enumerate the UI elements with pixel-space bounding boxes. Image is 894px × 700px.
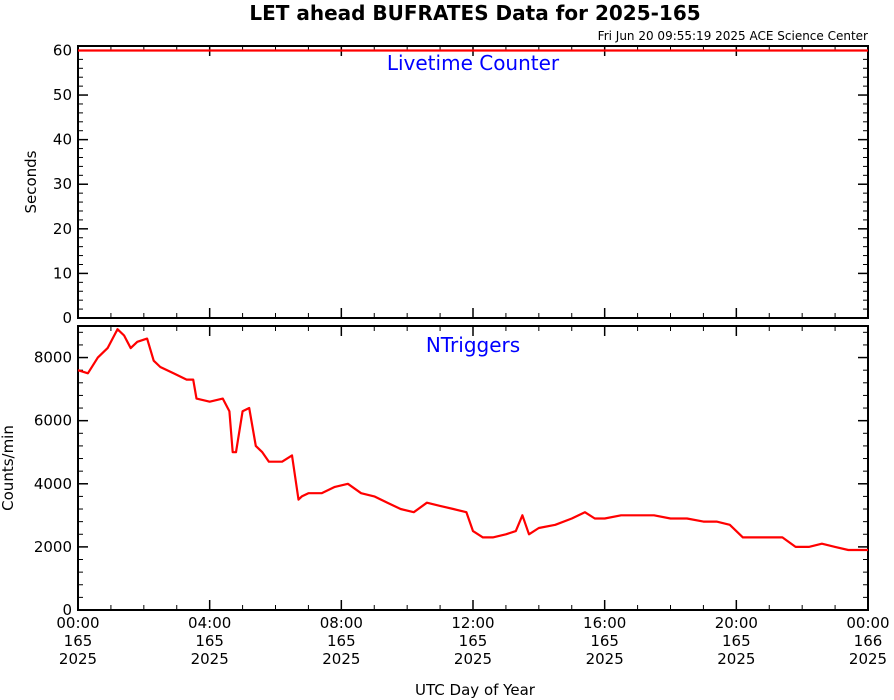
ntriggers-y-tick-label: 6000 xyxy=(34,412,72,430)
livetime-y-tick-label: 30 xyxy=(53,175,72,193)
ntriggers-y-axis-label: Counts/min xyxy=(0,425,17,511)
x-tick-time-label: 00:00 xyxy=(846,614,889,632)
livetime-y-tick-label: 60 xyxy=(53,41,72,59)
livetime-y-tick-label: 10 xyxy=(53,264,72,282)
ntriggers-panel: 0 2000 4000 6000 8000 NTriggers Counts/min xyxy=(0,325,869,619)
x-tick-year-label: 2025 xyxy=(59,650,97,668)
x-tick-time-label: 20:00 xyxy=(715,614,758,632)
x-tick-time-label: 04:00 xyxy=(188,614,231,632)
livetime-y-tick-label: 0 xyxy=(62,309,72,327)
chart-subtitle: Fri Jun 20 09:55:19 2025 ACE Science Cen… xyxy=(598,29,868,43)
livetime-y-tick-label: 20 xyxy=(53,220,72,238)
ntriggers-panel-title: NTriggers xyxy=(426,333,520,357)
chart-title: LET ahead BUFRATES Data for 2025-165 xyxy=(249,1,700,25)
x-tick-year-label: 2025 xyxy=(454,650,492,668)
ntriggers-y-tick-label: 2000 xyxy=(34,538,72,556)
x-tick-year-label: 2025 xyxy=(586,650,624,668)
ntriggers-y-tick-label: 0 xyxy=(62,601,72,619)
livetime-panel: 0 10 20 30 40 50 60 Livetime Counter Seconds xyxy=(22,41,869,327)
livetime-y-tick-label: 50 xyxy=(53,86,72,104)
ntriggers-y-tick-label: 8000 xyxy=(34,349,72,367)
x-tick-doy-label: 165 xyxy=(64,632,93,650)
livetime-plot-frame xyxy=(77,45,869,319)
ntriggers-y-tick-label: 4000 xyxy=(34,475,72,493)
livetime-y-tick-label: 40 xyxy=(53,131,72,149)
livetime-panel-title: Livetime Counter xyxy=(387,51,560,75)
x-tick-doy-label: 165 xyxy=(459,632,488,650)
x-tick-time-label: 12:00 xyxy=(451,614,494,632)
livetime-y-axis-label: Seconds xyxy=(22,150,40,213)
x-tick-time-label: 00:00 xyxy=(56,614,99,632)
x-tick-doy-label: 165 xyxy=(327,632,356,650)
x-tick-doy-label: 166 xyxy=(854,632,883,650)
ntriggers-plot-frame xyxy=(77,325,869,611)
x-axis-label: UTC Day of Year xyxy=(415,681,536,699)
x-tick-time-label: 08:00 xyxy=(320,614,363,632)
x-tick-doy-label: 165 xyxy=(195,632,224,650)
x-tick-time-label: 16:00 xyxy=(583,614,626,632)
x-tick-year-label: 2025 xyxy=(717,650,755,668)
x-tick-doy-label: 165 xyxy=(590,632,619,650)
x-tick-year-label: 2025 xyxy=(322,650,360,668)
x-tick-year-label: 2025 xyxy=(849,650,887,668)
x-tick-year-label: 2025 xyxy=(191,650,229,668)
x-tick-doy-label: 165 xyxy=(722,632,751,650)
ntriggers-series-line xyxy=(77,328,868,552)
x-axis: 00:00165202504:00165202508:00165202512:0… xyxy=(56,614,889,668)
